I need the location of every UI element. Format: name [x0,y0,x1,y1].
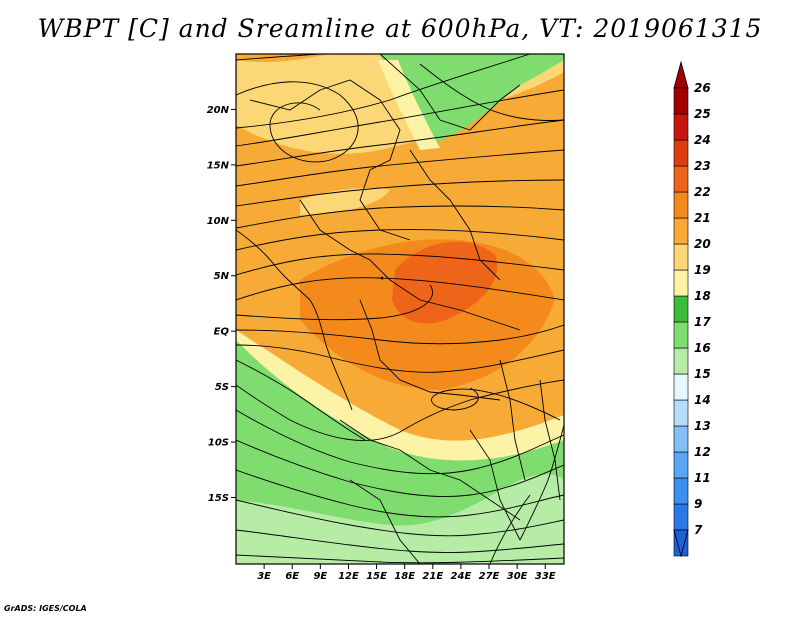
colorbar-label: 17 [694,315,711,329]
lat-tick-label: 15S [208,493,229,504]
colorbar-label: 7 [694,523,703,537]
zone-19-northeast [378,60,440,150]
lon-tick-label: 15E [366,571,387,582]
lat-tick-label: 5S [215,382,229,393]
colorbar-label: 26 [694,81,711,95]
axis-ticks: 3E 6E 9E 12E 15E 18E 21E 24E 27E 30E 33E 20N 15N 10N 5… [207,105,556,582]
colorbar-label: 18 [694,289,711,303]
colorbar-label: 20 [694,237,711,251]
lat-tick-label: 10N [207,216,230,227]
colorbar-label: 14 [694,393,711,407]
colorbar-swatch [673,165,689,193]
lon-tick-label: 18E [394,571,415,582]
colorbar-label: 24 [694,133,711,147]
lon-tick-label: 33E [535,571,556,582]
zone-21-topleft [236,54,330,63]
colorbar-swatch [673,217,689,245]
colorbar-label: 22 [694,185,711,199]
colorbar-swatch [673,295,689,323]
colorbar-swatch [673,269,689,297]
colorbar-label: 12 [694,445,711,459]
lon-tick-label: 3E [257,571,271,582]
lon-tick-label: 30E [507,571,528,582]
colorbar-swatch [673,425,689,453]
lon-tick-label: 27E [479,571,500,582]
country-borders [236,54,561,564]
lon-tick-label: 9E [313,571,327,582]
colorbar-swatch [673,451,689,479]
lat-tick-label: 20N [207,105,230,116]
wbpt-field [236,54,564,564]
colorbar-swatch [673,191,689,219]
colorbar-label: 11 [694,471,711,485]
colorbar-swatch [673,373,689,401]
colorbar-label: 21 [694,211,711,225]
lon-tick-label: 12E [338,571,359,582]
lon-tick-label: 24E [451,571,472,582]
colorbar-top-arrow [673,60,689,89]
grads-credit: GrADS: IGES/COLA [4,604,87,613]
colorbar-label: 13 [694,419,711,433]
colorbar-label: 19 [694,263,711,277]
lon-tick-label: 6E [285,571,299,582]
lon-tick-label: 21E [422,571,443,582]
colorbar-label: 25 [694,107,711,121]
colorbar-swatch [673,243,689,271]
lat-tick-label: 10S [208,438,229,449]
colorbar-swatch [673,139,689,167]
zone-16-south [236,474,564,564]
colorbar-swatch [673,347,689,375]
colorbar-swatch [673,87,689,115]
colorbar: 7 9 11 12 13 14 15 16 17 18 19 20 21 22 23 24 25 26 [673,60,711,558]
map-frame [235,53,565,565]
chart-title: WBPT [C] and Sreamline at 600hPa, VT: 20… [37,14,763,43]
colorbar-label: 23 [694,159,711,173]
colorbar-bottom-arrow [673,529,689,558]
colorbar-label: 9 [694,497,702,511]
lat-tick-label: 5N [214,271,230,282]
colorbar-label: 16 [694,341,711,355]
lat-tick-label: 15N [207,160,230,171]
colorbar-swatch [673,399,689,427]
colorbar-swatch [673,477,689,505]
colorbar-swatch [673,113,689,141]
lat-tick-label: EQ [214,327,230,338]
zone-20-patch [300,188,390,215]
colorbar-label: 15 [694,367,711,381]
colorbar-swatch [673,321,689,349]
streamlines [236,54,564,564]
colorbar-swatch [673,503,689,531]
